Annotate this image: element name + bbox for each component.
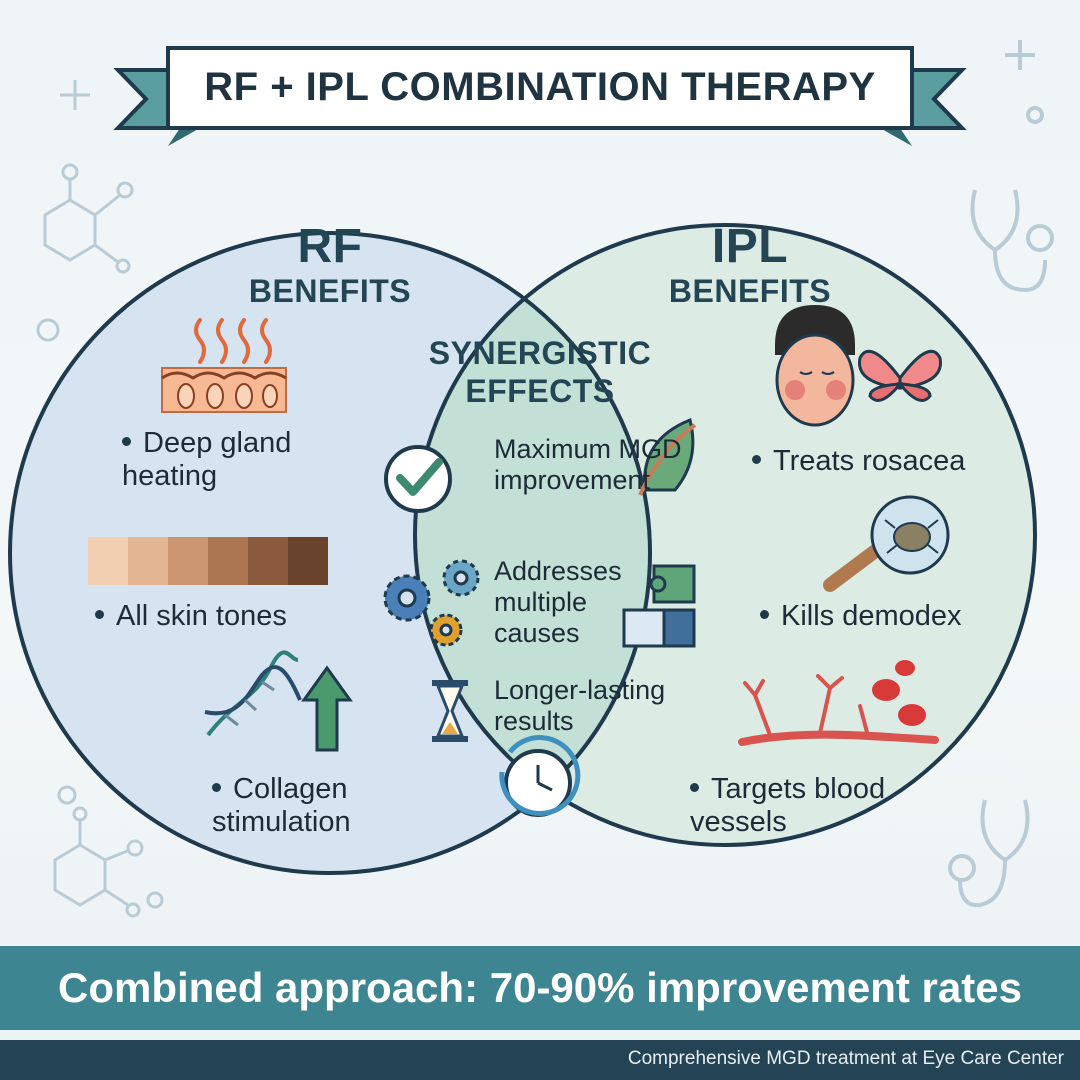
skin-tone-swatches xyxy=(88,537,328,585)
skin-tone-swatch xyxy=(128,537,168,585)
molecule-icon xyxy=(36,80,134,342)
stethoscope-icon xyxy=(948,799,1030,908)
skin-tone-swatch xyxy=(208,537,248,585)
title-ribbon xyxy=(113,46,967,146)
rf-heading: RF BENEFITS xyxy=(248,220,412,310)
face-rosacea-icon xyxy=(775,305,855,427)
ipl-benefit-vessels: Targets blood vessels xyxy=(690,773,920,839)
skin-tone-swatch xyxy=(168,537,208,585)
summary-text: Combined approach: 70-90% improvement ra… xyxy=(58,964,1022,1011)
butterfly-icon xyxy=(858,349,942,402)
demodex-mite-icon xyxy=(823,495,950,592)
clock-icon xyxy=(499,735,581,817)
stethoscope-icon xyxy=(970,40,1054,293)
footer-bar xyxy=(0,1040,1080,1080)
skin-tone-swatch xyxy=(248,537,288,585)
rf-benefit-skin-tones: All skin tones xyxy=(95,600,335,633)
footer-credit: Comprehensive MGD treatment at Eye Care … xyxy=(627,1048,1064,1069)
rf-benefit-collagen: Collagen stimulation xyxy=(212,773,412,839)
molecule-icon xyxy=(53,785,164,918)
ipl-benefit-rosacea: Treats rosacea xyxy=(752,445,992,478)
synergy-heading: SYNERGISTIC EFFECTS xyxy=(428,335,652,409)
gears-icon xyxy=(383,559,480,647)
heat-waves-icon xyxy=(194,318,272,364)
skin-tone-swatch xyxy=(288,537,328,585)
ipl-benefit-demodex: Kills demodex xyxy=(760,600,990,633)
ipl-heading: IPL BENEFITS xyxy=(668,220,832,310)
page-title: RF + IPL COMBINATION THERAPY xyxy=(204,64,876,109)
synergy-effect-lasting: Longer-lasting results xyxy=(494,675,666,736)
checkmark-icon xyxy=(384,445,452,513)
overlap-region xyxy=(415,233,650,845)
summary-band: Combined approach: 70-90% improvement ra… xyxy=(0,946,1080,1030)
skin-layer-icon xyxy=(161,367,287,413)
eyelid-gland-icon xyxy=(638,417,697,496)
hourglass-icon xyxy=(432,680,468,742)
synergy-effect-mgd: Maximum MGD improvement xyxy=(494,434,682,495)
rf-benefit-deep-gland: Deep gland heating xyxy=(122,427,332,493)
puzzle-icon xyxy=(622,564,696,648)
synergy-effect-causes: Addresses multiple causes xyxy=(494,556,622,648)
up-arrow-icon xyxy=(301,665,353,752)
dna-helix-icon xyxy=(204,650,302,737)
skin-tone-swatch xyxy=(88,537,128,585)
blood-vessel-icon xyxy=(738,660,939,746)
